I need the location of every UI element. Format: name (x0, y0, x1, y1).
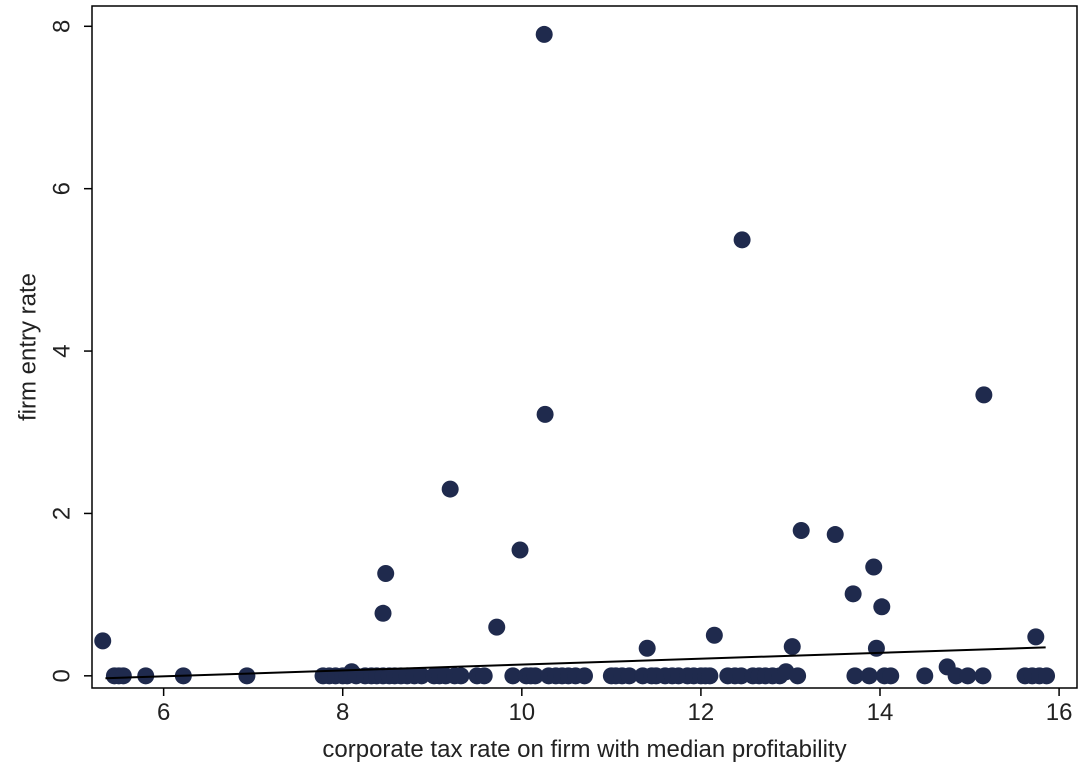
data-point (441, 480, 459, 498)
data-point (1027, 628, 1045, 646)
x-axis-label: corporate tax rate on firm with median p… (322, 736, 846, 763)
data-point (865, 558, 883, 576)
y-tick-label: 8 (49, 20, 76, 33)
data-point (638, 639, 656, 657)
data-point (511, 541, 529, 559)
data-point (959, 667, 977, 685)
data-point (488, 618, 506, 636)
x-tick-label: 16 (1046, 699, 1073, 726)
x-tick-label: 12 (688, 699, 715, 726)
data-point (475, 667, 493, 685)
data-point (867, 639, 885, 657)
data-point (916, 667, 934, 685)
data-point (882, 667, 900, 685)
data-point (576, 667, 593, 685)
data-point (705, 626, 723, 644)
data-point (860, 667, 878, 685)
data-point (826, 526, 844, 544)
data-point (783, 638, 801, 656)
data-point (94, 632, 112, 650)
data-point (947, 667, 965, 685)
x-tick-label: 14 (867, 699, 894, 726)
y-axis-label: firm entry rate (15, 273, 42, 421)
x-tick-label: 10 (508, 699, 535, 726)
data-point (536, 405, 554, 423)
data-point (114, 667, 132, 685)
y-tick-label: 2 (49, 507, 76, 520)
y-tick-label: 4 (49, 344, 76, 357)
y-tick-label: 6 (49, 182, 76, 195)
data-point (413, 667, 431, 685)
data-point (137, 667, 155, 685)
data-point (535, 25, 553, 43)
data-points (94, 25, 1056, 685)
x-tick-label: 8 (336, 699, 349, 726)
data-point (844, 585, 862, 603)
data-point (873, 598, 891, 616)
data-point (789, 667, 807, 685)
data-point (974, 667, 992, 685)
x-tick-label: 6 (157, 699, 170, 726)
data-point (792, 521, 810, 539)
data-point (1038, 667, 1056, 685)
data-point (701, 667, 719, 685)
data-point (975, 386, 993, 404)
data-point (620, 667, 638, 685)
x-axis-ticks: 6 8 10 12 14 16 (157, 688, 1072, 726)
y-tick-label: 0 (49, 669, 76, 682)
data-point (526, 667, 544, 685)
data-point (374, 604, 392, 622)
data-point (377, 565, 395, 583)
data-point (732, 667, 750, 685)
data-point (504, 667, 522, 685)
plot-frame (91, 5, 1078, 689)
fitted-line (105, 646, 1046, 680)
data-point (238, 667, 256, 685)
data-point (846, 667, 864, 685)
data-point (452, 667, 470, 685)
data-point (733, 231, 751, 249)
y-axis-ticks: 0 2 4 6 8 (49, 20, 92, 683)
